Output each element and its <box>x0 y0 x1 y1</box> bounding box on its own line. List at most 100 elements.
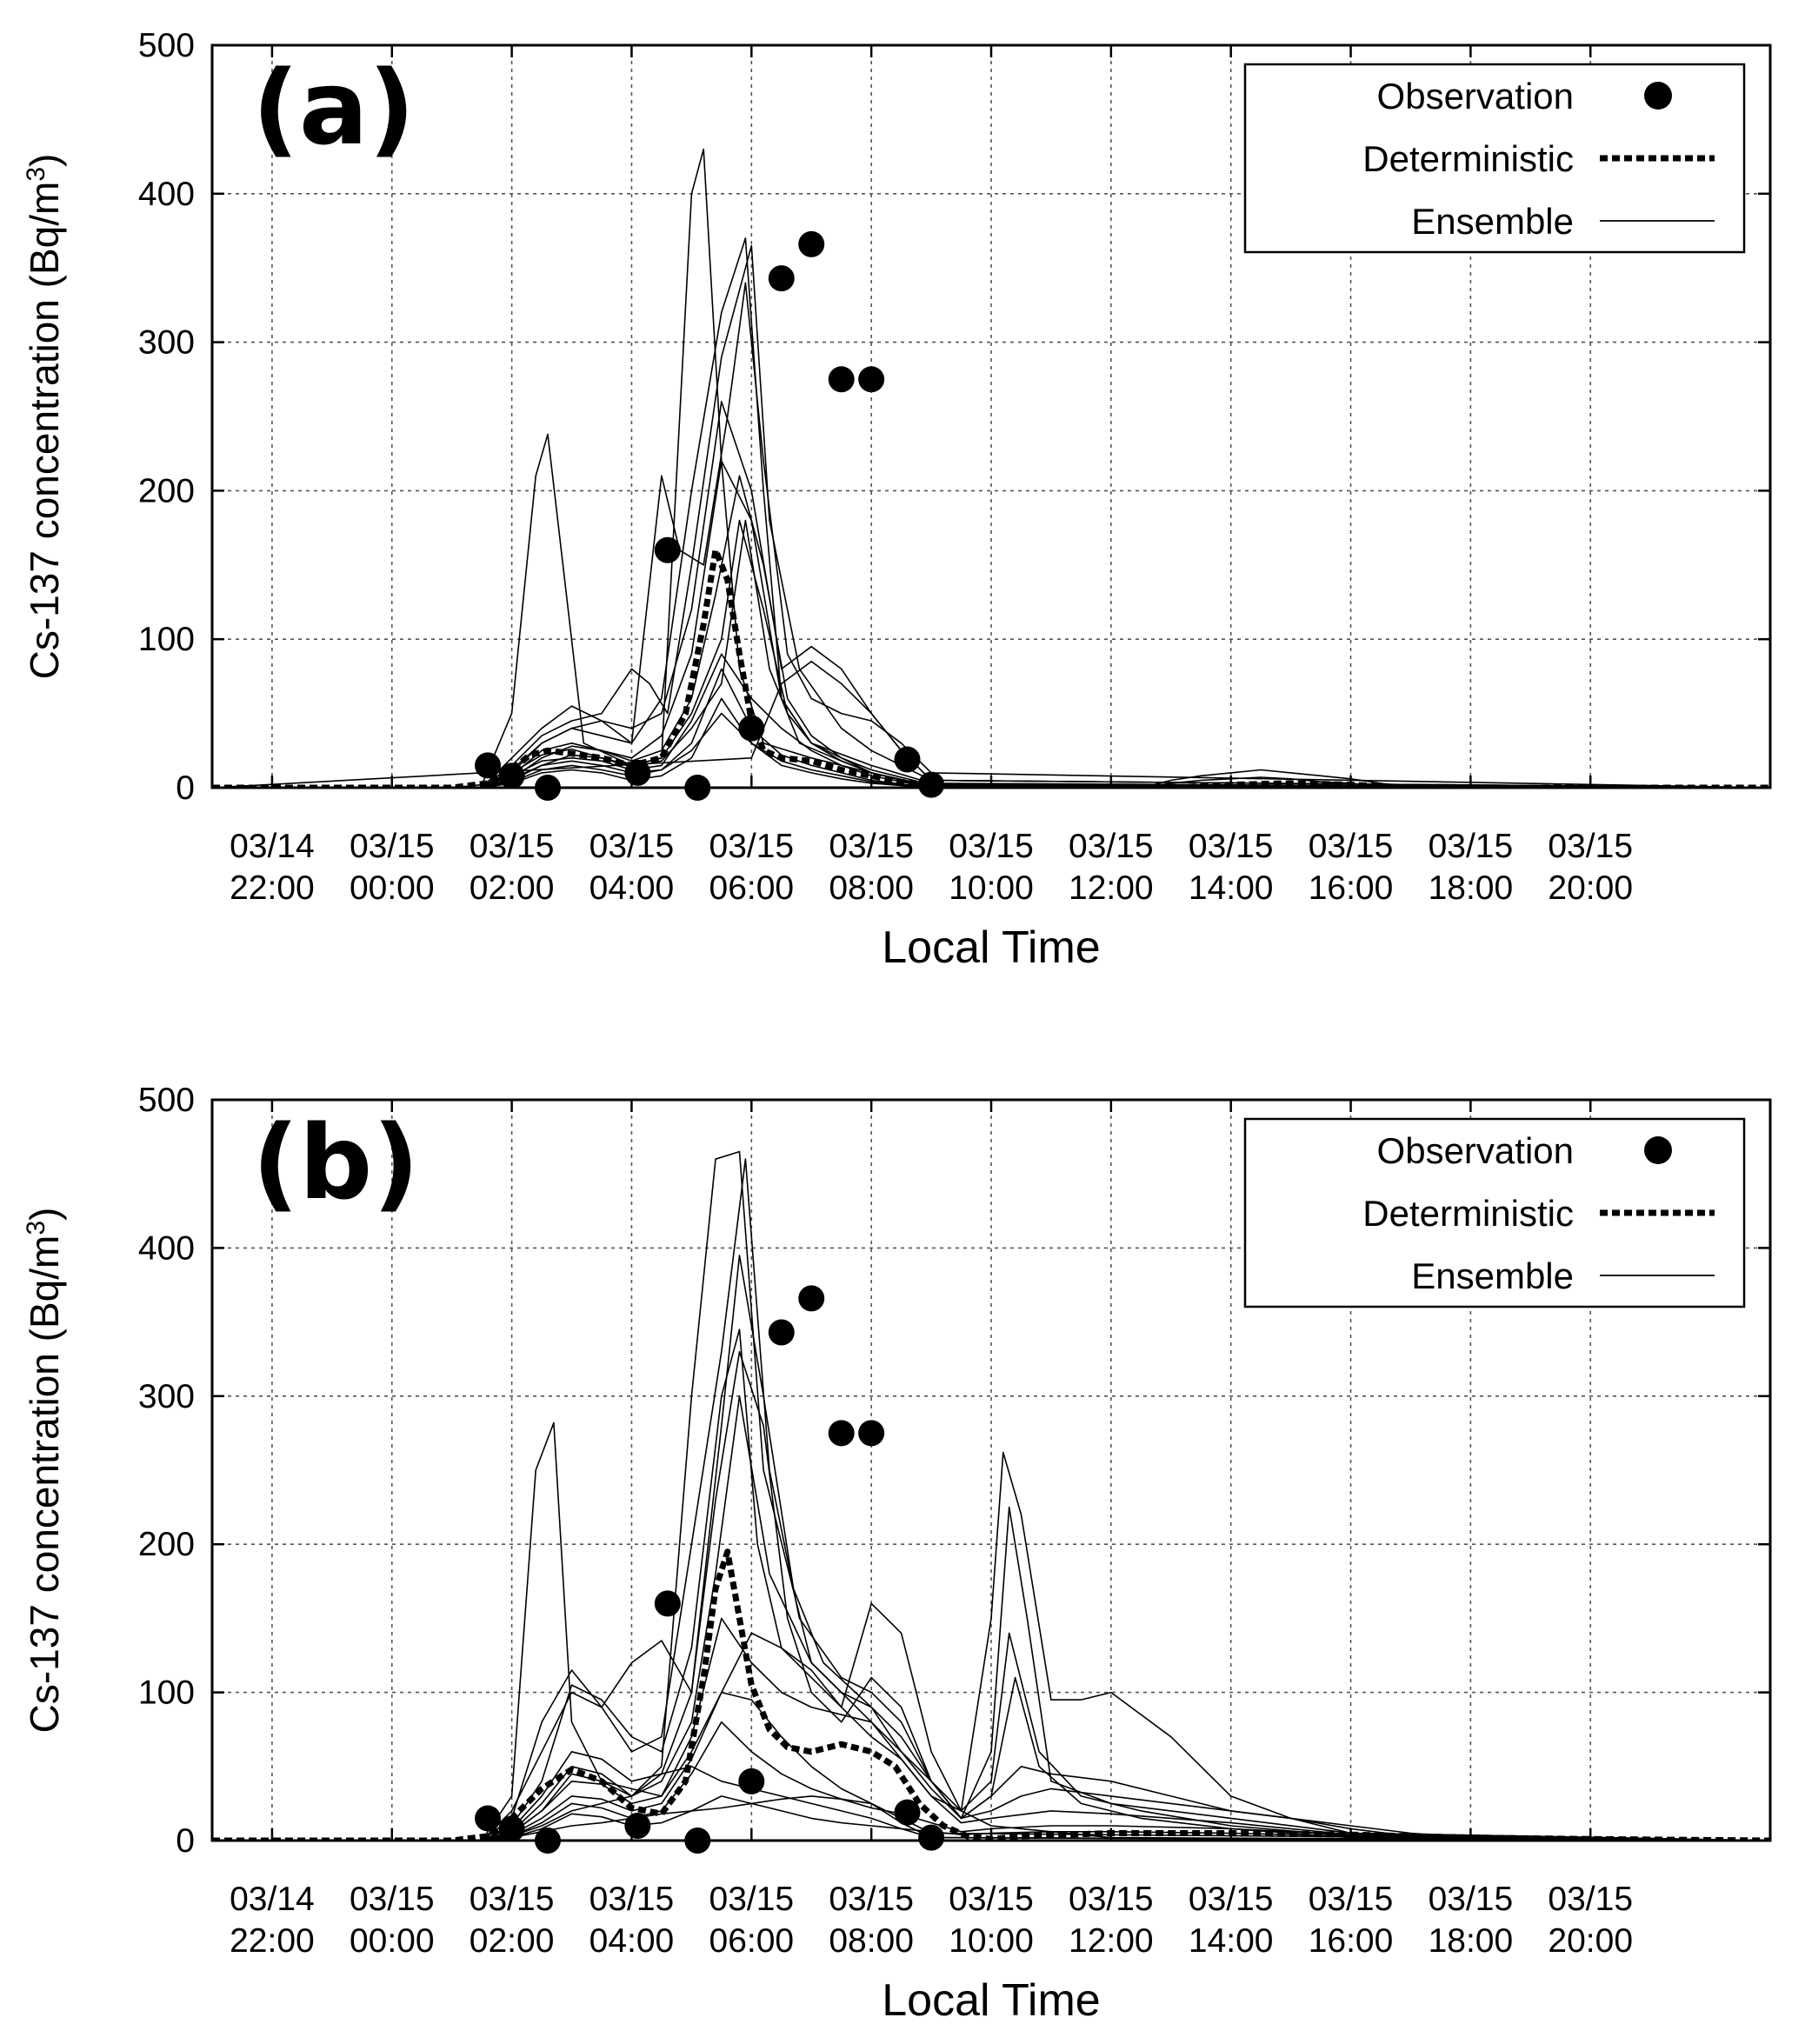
ensemble-line <box>212 668 1770 788</box>
y-tick-label: 500 <box>138 1082 195 1119</box>
ensemble-line <box>212 1766 1770 1841</box>
legend: Observation Deterministic Ensemble <box>1243 63 1746 254</box>
x-tick-label-time: 08:00 <box>829 869 914 907</box>
x-tick-label-time: 14:00 <box>1189 869 1274 907</box>
x-tick-label-date: 03/15 <box>350 1881 435 1918</box>
observation-point <box>798 230 825 257</box>
observation-series <box>475 1285 945 1854</box>
y-axis-label: Cs-137 concentration (Bq/m3) <box>22 154 67 680</box>
ensemble-line <box>212 1795 1770 1841</box>
x-tick-label: 03/15 08:00 <box>829 828 914 907</box>
y-tick-label: 300 <box>138 1378 195 1415</box>
x-tick-label: 03/15 06:00 <box>709 828 795 907</box>
x-tick-label-time: 12:00 <box>1069 1922 1154 1960</box>
legend-label: Ensemble <box>1411 1255 1574 1296</box>
ensemble-series <box>212 148 1770 788</box>
x-tick-label-time: 10:00 <box>949 1922 1034 1960</box>
legend-label: Deterministic <box>1362 138 1574 179</box>
x-tick-label: 03/14 22:00 <box>230 828 315 907</box>
ensemble-series <box>212 1150 1770 1841</box>
x-tick-label-time: 16:00 <box>1309 869 1394 907</box>
x-tick-label-date: 03/15 <box>1548 828 1633 865</box>
x-tick-label: 03/15 14:00 <box>1189 828 1274 907</box>
x-tick-label: 03/15 00:00 <box>350 1881 435 1960</box>
x-tick-label-time: 02:00 <box>470 1922 555 1960</box>
observation-point <box>738 1768 765 1794</box>
ensemble-line <box>212 519 1770 788</box>
y-tick-label: 0 <box>176 1822 195 1860</box>
x-tick-label: 03/15 04:00 <box>589 828 675 907</box>
x-axis: 03/14 22:00 03/15 00:00 03/15 02:00 03/15 04:00… <box>230 1100 1633 1960</box>
ensemble-line <box>212 1328 1770 1841</box>
ensemble-line <box>212 776 1770 788</box>
y-tick-label: 100 <box>138 1674 195 1712</box>
x-tick-label-date: 03/15 <box>1548 1881 1633 1918</box>
y-axis: 0 100 200 300 400 500 <box>138 1082 1770 1860</box>
observation-point <box>828 1420 855 1447</box>
gridlines <box>212 45 1770 788</box>
ensemble-line <box>212 475 1770 788</box>
x-tick-label: 03/15 02:00 <box>470 828 555 907</box>
y-axis: 0 100 200 300 400 500 <box>138 27 1770 807</box>
x-tick-label: 03/15 20:00 <box>1548 828 1633 907</box>
y-axis-label-main: Cs-137 concentration (Bq/m <box>22 1235 67 1734</box>
ensemble-line <box>212 1255 1770 1841</box>
x-tick-label-time: 18:00 <box>1429 869 1514 907</box>
x-tick-label-time: 10:00 <box>949 869 1034 907</box>
x-tick-label-time: 18:00 <box>1429 1922 1514 1960</box>
y-tick-label: 300 <box>138 324 195 362</box>
y-tick-label: 400 <box>138 176 195 213</box>
x-tick-label-date: 03/15 <box>589 1881 675 1918</box>
x-axis-label: Local Time <box>882 1975 1100 2026</box>
y-axis-label: Cs-137 concentration (Bq/m3) <box>22 1208 67 1734</box>
x-tick-label-time: 00:00 <box>350 1922 435 1960</box>
x-axis: 03/14 22:00 03/15 00:00 03/15 02:00 03/15 04:00… <box>230 45 1633 907</box>
x-tick-label-time: 14:00 <box>1189 1922 1274 1960</box>
ensemble-line <box>212 697 1770 788</box>
y-tick-label: 400 <box>138 1229 195 1267</box>
observation-point <box>475 1805 502 1832</box>
x-tick-label: 03/15 06:00 <box>709 1881 795 1960</box>
x-tick-label-time: 04:00 <box>589 869 675 907</box>
ensemble-line <box>212 460 1770 788</box>
panel-label: (a) <box>252 48 416 168</box>
x-tick-label-time: 00:00 <box>350 869 435 907</box>
x-tick-label-date: 03/15 <box>1429 1881 1514 1918</box>
x-tick-label: 03/15 02:00 <box>470 1881 555 1960</box>
x-tick-label-date: 03/15 <box>1069 1881 1154 1918</box>
x-tick-label: 03/15 10:00 <box>949 828 1034 907</box>
observation-series <box>475 230 945 801</box>
observation-point <box>624 759 651 786</box>
y-axis-label-main: Cs-137 concentration (Bq/m <box>22 182 67 680</box>
x-tick-label-date: 03/15 <box>350 828 435 865</box>
legend-label: Observation <box>1377 1130 1574 1171</box>
x-tick-label: 03/15 20:00 <box>1548 1881 1633 1960</box>
x-tick-label-time: 22:00 <box>230 869 315 907</box>
ensemble-line <box>212 1158 1770 1841</box>
x-tick-label-date: 03/15 <box>1309 1881 1394 1918</box>
ensemble-line <box>212 769 1770 788</box>
x-tick-label: 03/15 04:00 <box>589 1881 675 1960</box>
observation-point <box>798 1285 825 1312</box>
observation-point <box>918 771 945 798</box>
y-axis-label-end: ) <box>22 154 67 167</box>
x-tick-label: 03/15 18:00 <box>1429 1881 1514 1960</box>
y-tick-label: 200 <box>138 472 195 509</box>
x-axis-label: Local Time <box>882 922 1100 973</box>
gridlines <box>212 1100 1770 1841</box>
ensemble-line <box>212 1795 1770 1841</box>
y-tick-label: 0 <box>176 769 195 807</box>
observation-point <box>828 366 855 393</box>
x-tick-label-date: 03/15 <box>1069 828 1154 865</box>
x-tick-label-time: 12:00 <box>1069 869 1154 907</box>
observation-point <box>858 1420 885 1447</box>
legend-marker-observation <box>1644 82 1672 110</box>
x-tick-label: 03/14 22:00 <box>230 1881 315 1960</box>
y-tick-label: 100 <box>138 621 195 658</box>
x-tick-label: 03/15 18:00 <box>1429 828 1514 907</box>
panel-label: (b) <box>252 1102 419 1222</box>
x-tick-label-date: 03/15 <box>470 828 555 865</box>
observation-point <box>475 752 502 779</box>
x-tick-label-date: 03/15 <box>1189 1881 1274 1918</box>
